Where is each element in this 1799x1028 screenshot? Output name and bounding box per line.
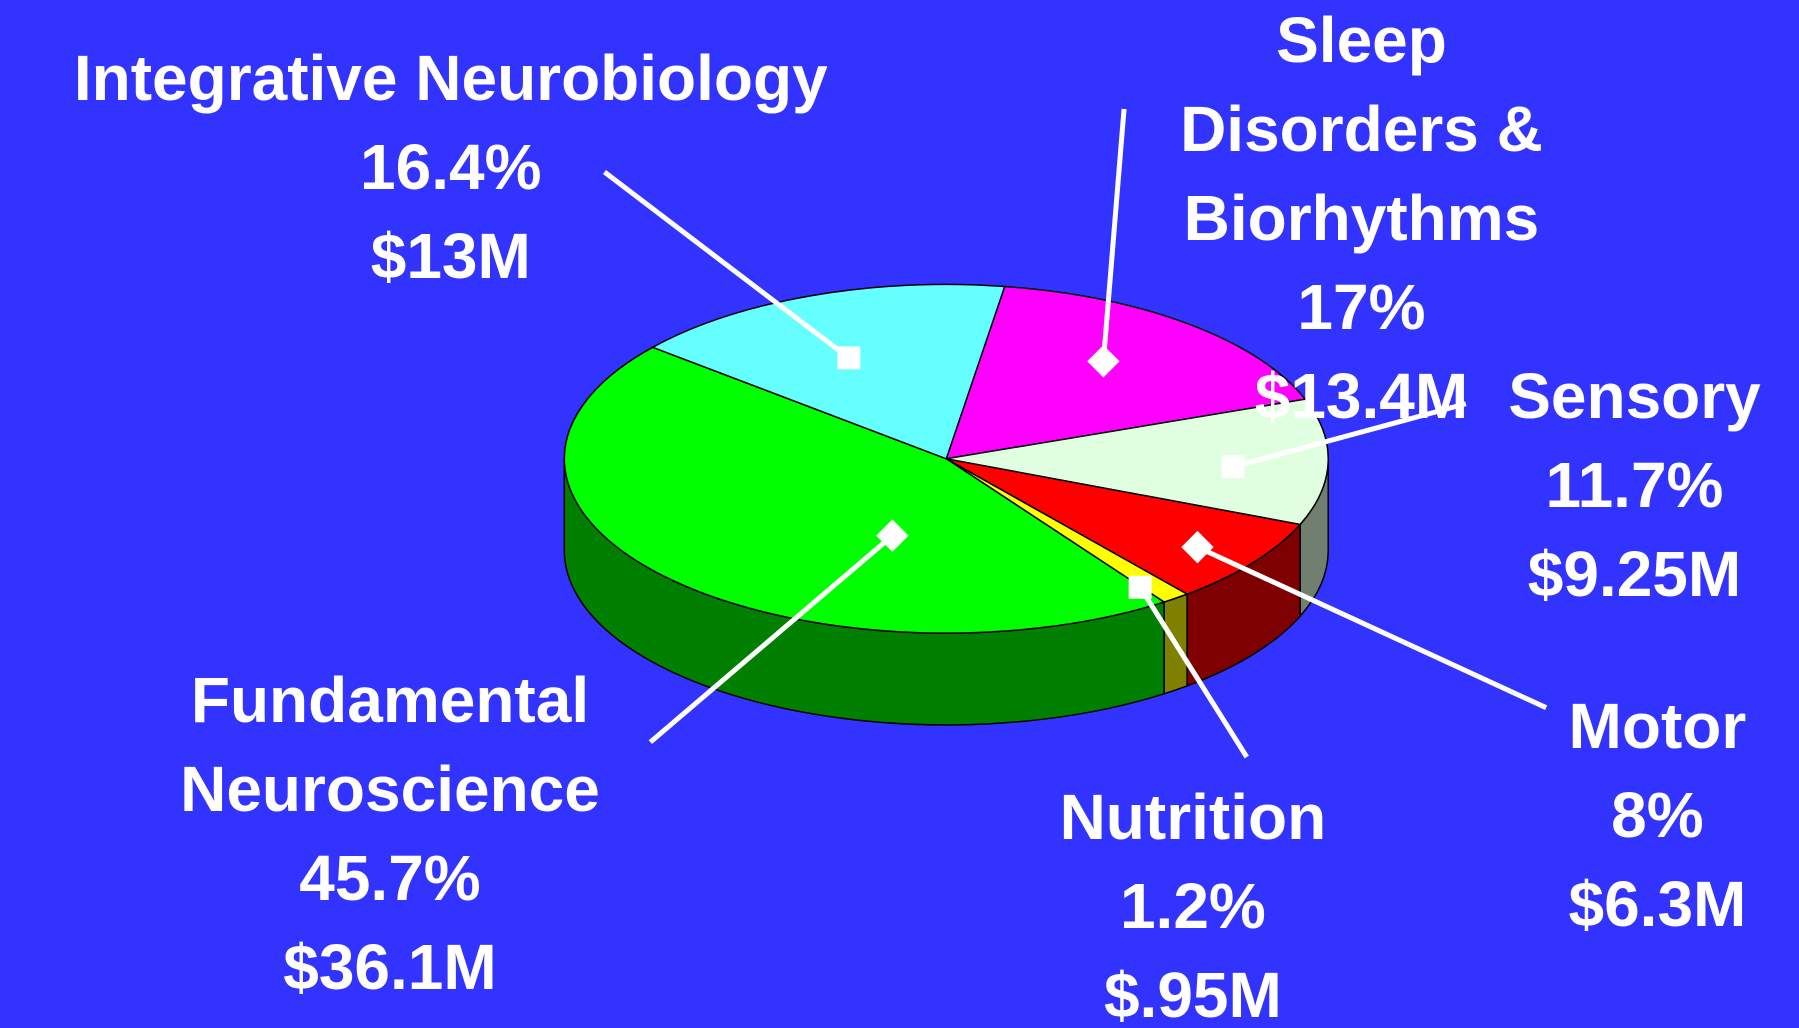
amount-label: $9.25M	[1527, 537, 1742, 610]
amount-label: $13M	[370, 219, 531, 292]
leader-marker	[876, 519, 909, 552]
percent-label: 17%	[1297, 271, 1426, 344]
leader-line	[1196, 544, 1548, 710]
pie-slice	[563, 346, 1166, 634]
leader-marker	[837, 346, 861, 370]
slice-label: Motor 8% $6.3M	[1568, 682, 1746, 949]
category: Motor	[1568, 690, 1747, 763]
amount-label: $13.4M	[1254, 360, 1469, 433]
leader-line	[648, 533, 894, 745]
leader-marker	[1128, 575, 1152, 599]
amount-label: $6.3M	[1568, 868, 1747, 941]
pie-slice	[650, 283, 1006, 460]
slice-label: Nutrition 1.2% $.95M	[1060, 773, 1327, 1028]
amount-label: $36.1M	[283, 930, 497, 1003]
percent-label: 16.4%	[360, 130, 542, 203]
slice-label: Integrative Neurobiology 16.4% $13M	[74, 34, 828, 301]
category: Sensory	[1508, 359, 1761, 432]
category: Fundamental Neuroscience	[180, 663, 600, 825]
percent-label: 1.2%	[1119, 869, 1266, 942]
category: Integrative Neurobiology	[73, 41, 828, 114]
pie-slice	[945, 285, 1307, 460]
amount-label: $.95M	[1103, 958, 1282, 1028]
leader-line	[1100, 108, 1127, 362]
percent-label: 11.7%	[1545, 448, 1724, 521]
slice-label: Fundamental Neuroscience 45.7% $36.1M	[180, 656, 600, 1012]
category: Sleep Disorders & Biorhythms	[1180, 4, 1543, 255]
leader-line	[1232, 401, 1467, 470]
leader-line	[1138, 585, 1249, 759]
percent-label: 8%	[1611, 779, 1704, 852]
slice-label: Sensory 11.7% $9.25M	[1508, 352, 1761, 619]
leader-line	[602, 170, 851, 360]
percent-label: 45.7%	[299, 841, 481, 914]
pie-slice	[945, 458, 1302, 595]
category: Nutrition	[1059, 780, 1327, 853]
pie-slice	[946, 398, 1329, 526]
slice-label: Sleep Disorders & Biorhythms 17% $13.4M	[1143, 0, 1581, 441]
leader-marker	[1221, 455, 1245, 479]
